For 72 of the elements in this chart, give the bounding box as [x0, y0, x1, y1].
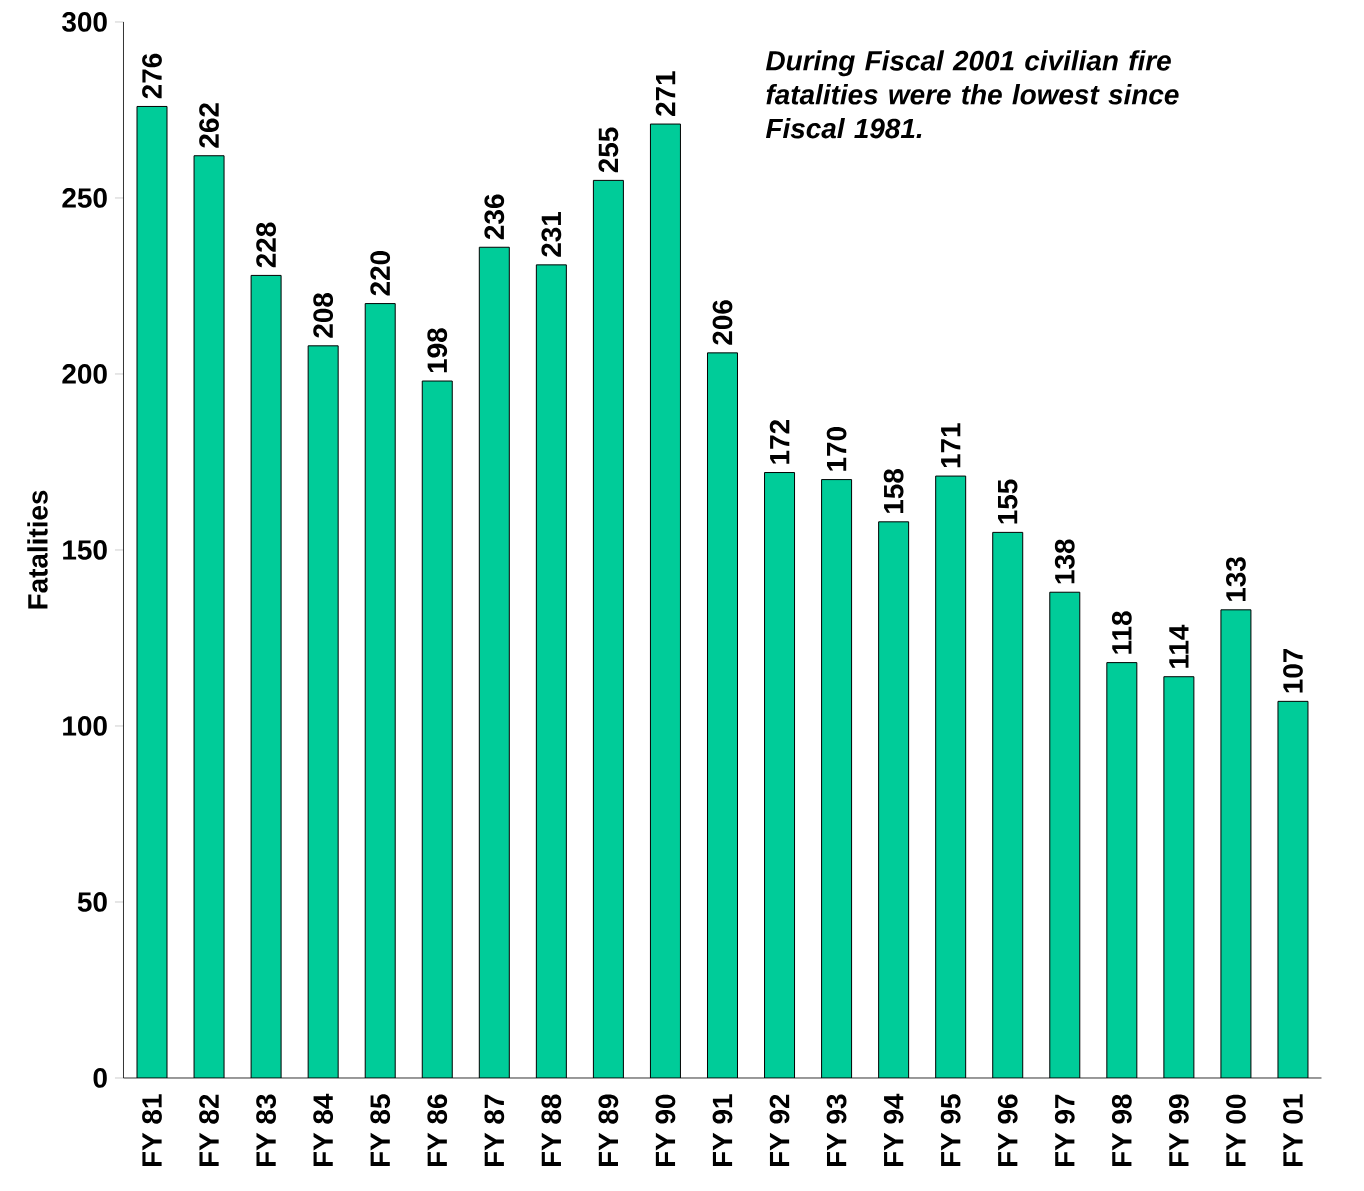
data-label: 262 [199, 103, 219, 148]
bar [593, 180, 624, 1078]
data-label: 271 [655, 71, 676, 116]
data-label: 118 [1111, 611, 1132, 654]
data-label: 170 [826, 427, 847, 471]
bar [251, 275, 282, 1078]
x-tick-label: FY 96 [997, 1094, 1018, 1167]
data-label: 228 [256, 222, 276, 268]
y-tick-label: 300 [62, 12, 107, 32]
bar [650, 124, 681, 1078]
bar [1049, 592, 1080, 1078]
bar [1277, 700, 1309, 1078]
bar [935, 476, 966, 1078]
y-axis-title: Fatalities [27, 490, 48, 609]
x-tick-label: FY 82 [199, 1094, 219, 1167]
x-tick-label: FY 87 [484, 1094, 505, 1167]
data-label: 206 [712, 300, 733, 345]
data-label: 231 [541, 211, 562, 257]
annotation: During Fiscal 2001 civilian fire fatalities were the lowest since Fiscal 1981. [765, 50, 1179, 139]
data-label: 155 [998, 479, 1018, 524]
x-tick-label: FY 85 [370, 1094, 391, 1167]
data-label: 107 [1283, 648, 1303, 693]
bar [479, 247, 510, 1078]
bar [821, 479, 852, 1078]
data-label: 236 [484, 194, 505, 240]
x-tick-label: FY 97 [1054, 1094, 1075, 1167]
y-tick-label: 0 [93, 1068, 107, 1088]
bar [992, 532, 1023, 1078]
y-tick-label: 50 [77, 892, 107, 912]
bar [422, 381, 453, 1078]
bar [137, 106, 168, 1078]
x-tick-label: FY 81 [142, 1094, 162, 1167]
x-tick-label: FY 92 [769, 1094, 790, 1167]
x-tick-label: FY 84 [313, 1093, 334, 1167]
bar [194, 155, 225, 1078]
x-tick-label: FY 93 [826, 1094, 847, 1167]
data-label: 158 [883, 469, 904, 513]
y-tick-label: 150 [63, 540, 107, 560]
y-tick-label: 100 [63, 716, 107, 736]
x-tick-label: FY 91 [712, 1094, 733, 1167]
data-label: 255 [598, 127, 619, 173]
x-tick-label: FY 88 [541, 1094, 562, 1167]
data-label: 220 [370, 251, 391, 296]
data-label: 171 [941, 423, 961, 468]
data-label: 133 [1226, 557, 1246, 601]
y-tick-label: 200 [62, 364, 107, 384]
bar [308, 345, 339, 1078]
bar [1220, 609, 1251, 1078]
y-tick-label: 250 [62, 188, 107, 208]
x-tick-label: FY 95 [940, 1094, 961, 1167]
data-label: 172 [769, 419, 790, 464]
x-tick-label: FY 94 [883, 1093, 904, 1167]
data-label: 114 [1169, 624, 1189, 668]
x-tick-label: FY 89 [598, 1094, 619, 1167]
data-label: 138 [1054, 539, 1075, 584]
x-tick-label: FY 00 [1226, 1094, 1246, 1167]
bar [365, 303, 396, 1078]
bar [536, 264, 567, 1078]
x-tick-label: FY 01 [1283, 1094, 1303, 1167]
data-label: 198 [427, 328, 448, 373]
bar [1106, 662, 1137, 1078]
bar [878, 521, 909, 1078]
x-tick-label: FY 99 [1168, 1094, 1189, 1167]
bar [707, 352, 738, 1078]
x-tick-label: FY 83 [256, 1094, 276, 1167]
x-tick-label: FY 98 [1111, 1094, 1132, 1167]
x-tick-label: FY 90 [655, 1094, 676, 1167]
bar [764, 472, 795, 1078]
x-tick-label: FY 86 [427, 1094, 448, 1167]
bar [1163, 676, 1194, 1078]
data-label: 276 [142, 53, 162, 99]
data-label: 208 [313, 293, 334, 338]
